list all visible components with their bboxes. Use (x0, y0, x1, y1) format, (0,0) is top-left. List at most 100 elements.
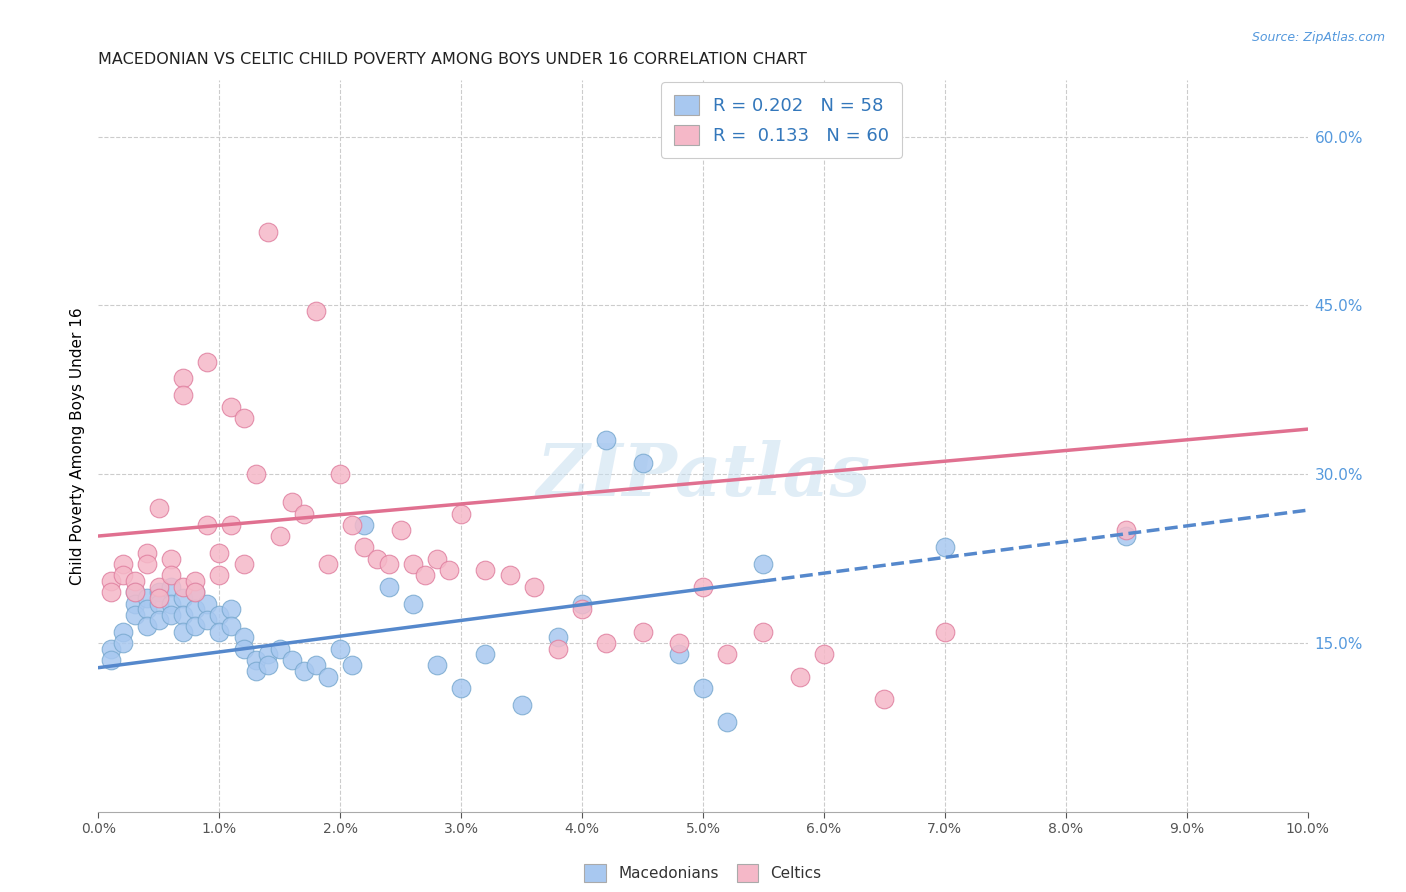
Point (813, 647, 835, 661)
Text: MACEDONIAN VS CELTIC CHILD POVERTY AMONG BOYS UNDER 16 CORRELATION CHART: MACEDONIAN VS CELTIC CHILD POVERTY AMONG… (98, 52, 807, 67)
Point (353, 517, 375, 532)
Point (402, 557, 425, 571)
Point (256, 647, 278, 661)
Point (208, 546, 231, 560)
Point (184, 619, 207, 633)
Point (124, 585, 146, 599)
Point (366, 551, 388, 566)
Point (426, 551, 449, 566)
Point (232, 410, 254, 425)
Point (402, 597, 425, 611)
Point (160, 607, 183, 622)
Point (184, 574, 207, 588)
Point (292, 507, 315, 521)
Point (353, 541, 375, 555)
Legend: Macedonians, Celtics: Macedonians, Celtics (578, 858, 828, 888)
Point (342, 658, 364, 673)
Point (498, 568, 520, 582)
Point (752, 557, 775, 571)
Point (668, 647, 690, 661)
Point (232, 630, 254, 644)
Point (135, 619, 157, 633)
Point (316, 557, 339, 571)
Point (595, 636, 617, 650)
Point (510, 698, 533, 712)
Point (184, 585, 207, 599)
Point (221, 602, 243, 616)
Point (474, 647, 496, 661)
Point (160, 597, 183, 611)
Point (195, 517, 218, 532)
Point (208, 624, 231, 639)
Point (752, 624, 775, 639)
Point (292, 664, 315, 678)
Point (100, 641, 122, 656)
Point (184, 585, 207, 599)
Text: ZIPatlas: ZIPatlas (536, 440, 870, 511)
Point (208, 568, 231, 582)
Point (172, 607, 194, 622)
Point (232, 641, 254, 656)
Point (148, 591, 170, 605)
Point (148, 585, 170, 599)
Point (245, 467, 267, 482)
Point (135, 591, 157, 605)
Point (172, 371, 194, 385)
Point (692, 681, 714, 695)
Point (1115, 524, 1137, 538)
Point (1115, 529, 1137, 543)
Point (245, 653, 267, 667)
Point (256, 658, 278, 673)
Point (221, 517, 243, 532)
Point (148, 597, 170, 611)
Point (148, 500, 170, 515)
Point (631, 624, 654, 639)
Point (934, 624, 956, 639)
Point (172, 580, 194, 594)
Point (716, 714, 738, 729)
Point (389, 524, 412, 538)
Point (716, 647, 738, 661)
Point (135, 602, 157, 616)
Point (256, 225, 278, 239)
Point (631, 456, 654, 470)
Point (135, 546, 157, 560)
Point (934, 541, 956, 555)
Point (208, 607, 231, 622)
Point (377, 557, 399, 571)
Point (305, 658, 328, 673)
Point (547, 641, 569, 656)
Point (100, 653, 122, 667)
Point (124, 607, 146, 622)
Point (160, 580, 183, 594)
Point (232, 557, 254, 571)
Point (111, 557, 134, 571)
Point (148, 614, 170, 628)
Point (450, 681, 472, 695)
Y-axis label: Child Poverty Among Boys Under 16: Child Poverty Among Boys Under 16 (69, 307, 84, 585)
Point (124, 585, 146, 599)
Point (450, 507, 472, 521)
Point (124, 597, 146, 611)
Point (668, 636, 690, 650)
Point (148, 580, 170, 594)
Point (413, 568, 436, 582)
Point (571, 602, 593, 616)
Point (100, 585, 122, 599)
Point (281, 653, 304, 667)
Point (789, 670, 811, 684)
Point (221, 400, 243, 414)
Point (160, 551, 183, 566)
Point (195, 354, 218, 368)
Point (342, 517, 364, 532)
Point (195, 614, 218, 628)
Point (329, 467, 352, 482)
Point (172, 388, 194, 402)
Point (305, 304, 328, 318)
Point (245, 664, 267, 678)
Point (269, 529, 291, 543)
Point (523, 580, 546, 594)
Point (377, 580, 399, 594)
Point (100, 574, 122, 588)
Point (111, 636, 134, 650)
